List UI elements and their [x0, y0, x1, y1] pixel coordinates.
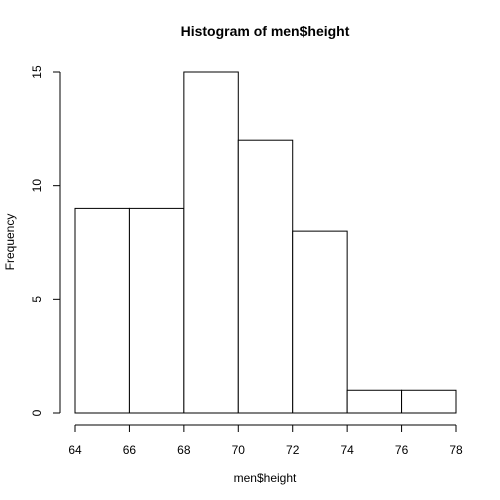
y-tick-label: 15 [30, 65, 44, 79]
y-tick-label: 0 [30, 409, 44, 416]
x-axis: 64 66 68 70 72 74 76 78 [68, 424, 463, 457]
x-tick-label: 66 [123, 443, 137, 457]
y-tick-label: 5 [30, 296, 44, 303]
histogram-bar [183, 71, 239, 414]
bars-group [74, 71, 457, 414]
y-axis-label: Frequency [3, 214, 17, 271]
y-axis: 0 5 10 15 [30, 65, 61, 416]
histogram-bar [128, 207, 185, 414]
x-tick-label: 74 [340, 443, 354, 457]
histogram-bar [401, 389, 457, 414]
x-axis-label: men$height [234, 471, 297, 485]
histogram-bar [346, 389, 403, 414]
chart-title: Histogram of men$height [181, 23, 350, 39]
x-tick-label: 70 [232, 443, 246, 457]
histogram-bar [237, 139, 294, 414]
histogram-bar [292, 230, 348, 414]
x-tick-label: 72 [286, 443, 300, 457]
histogram-bar [74, 207, 130, 414]
x-tick-label: 76 [395, 443, 409, 457]
x-tick-label: 78 [449, 443, 463, 457]
x-tick-label: 64 [68, 443, 82, 457]
y-tick-label: 10 [30, 179, 44, 193]
x-tick-label: 68 [177, 443, 191, 457]
